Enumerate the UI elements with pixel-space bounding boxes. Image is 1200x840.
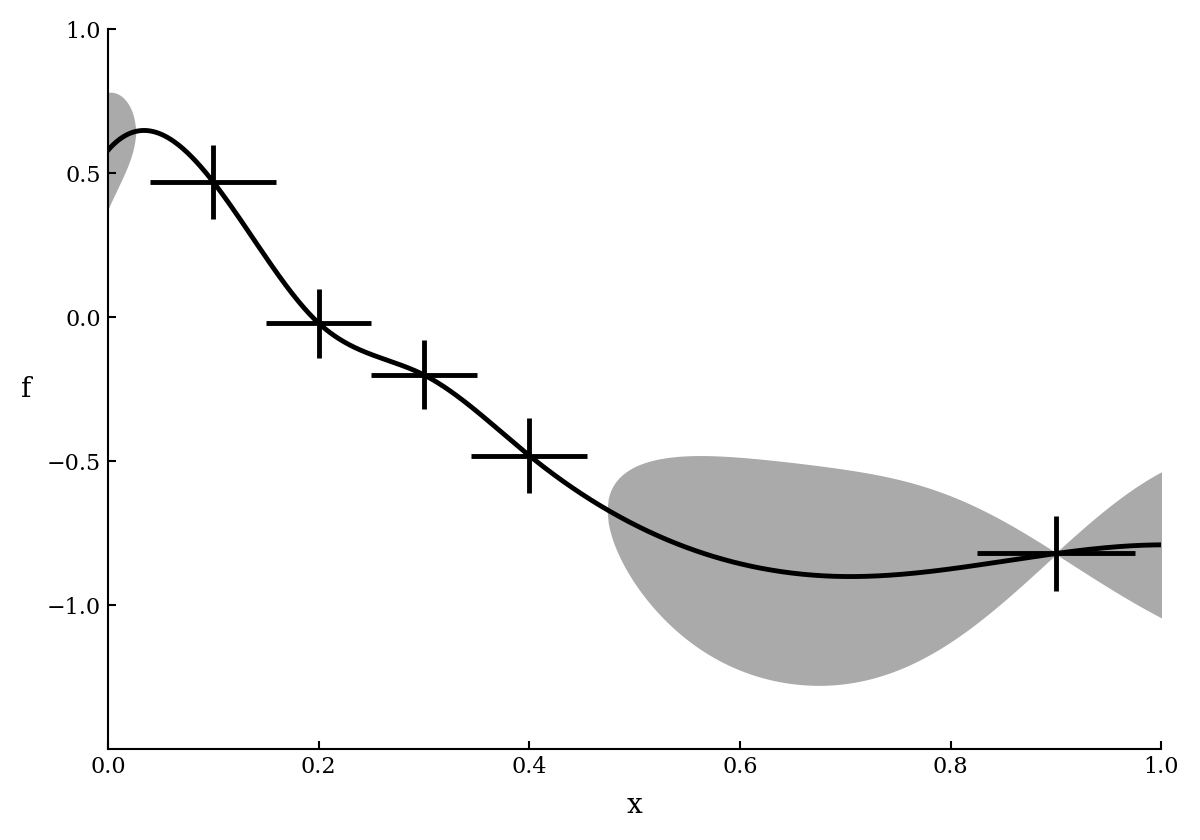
Y-axis label: f: f xyxy=(20,375,31,403)
X-axis label: x: x xyxy=(626,792,642,819)
